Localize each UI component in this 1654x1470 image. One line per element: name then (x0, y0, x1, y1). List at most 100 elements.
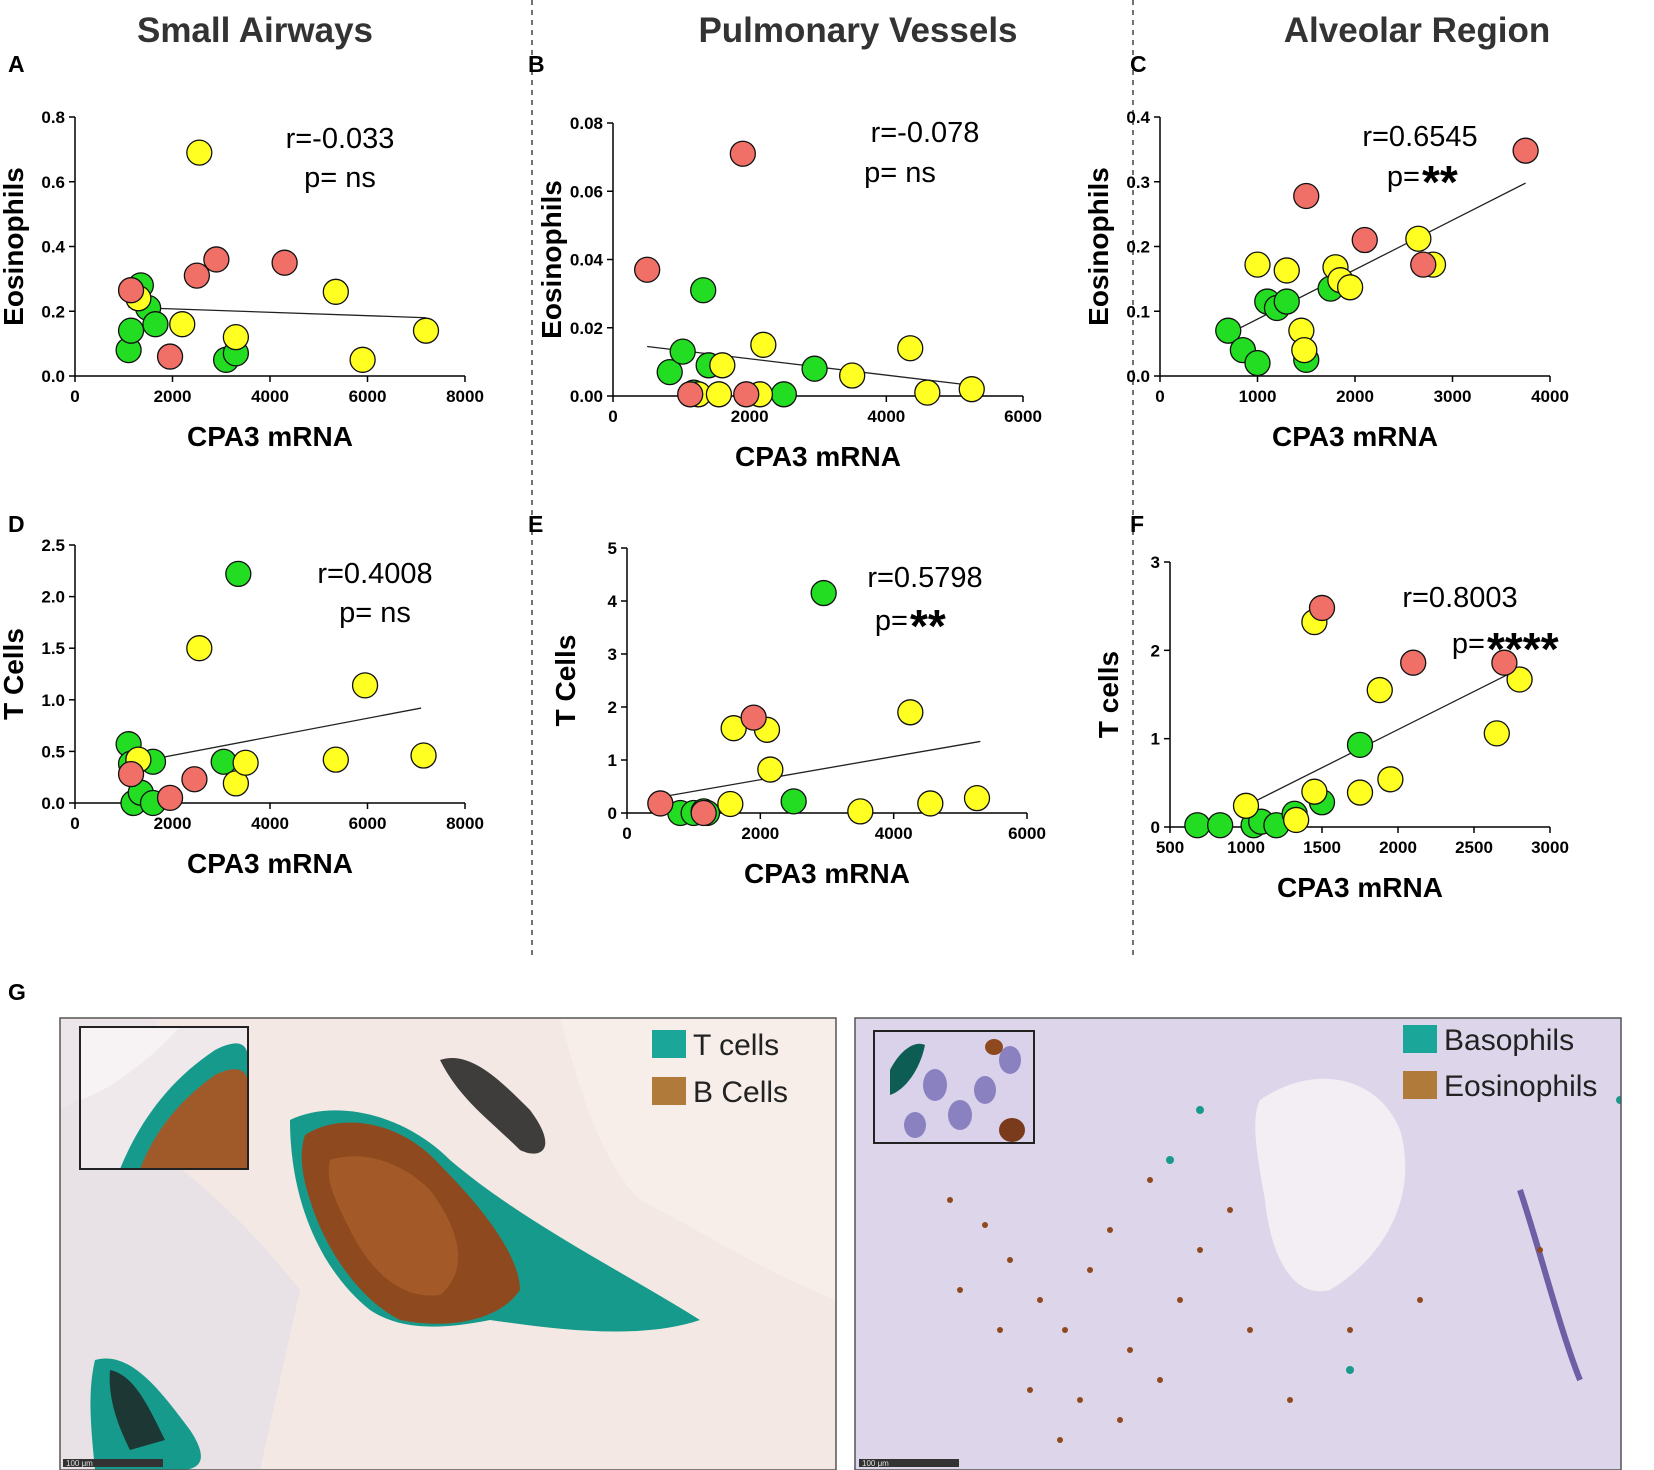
y-tick-label: 0.2 (1126, 238, 1150, 257)
eosinophil-cluster (947, 1177, 1543, 1443)
x-tick-label: 2000 (731, 407, 769, 426)
data-point-red (647, 790, 674, 817)
x-tick-label: 8000 (446, 387, 484, 406)
data-point-green (210, 748, 237, 775)
data-point-red (156, 784, 184, 811)
data-point-yellow (351, 672, 379, 699)
data-point-red (1491, 649, 1518, 676)
y-axis-title: T Cells (0, 628, 29, 720)
histology-inset-left (79, 1026, 249, 1170)
data-point-green (669, 338, 696, 365)
annotation-p: p= ns (339, 597, 411, 629)
y-tick-label: 0 (608, 804, 617, 823)
data-point-red (677, 381, 704, 408)
data-point-yellow (897, 699, 924, 726)
column-title-small-airways: Small Airways (137, 11, 373, 50)
data-point-yellow (847, 798, 874, 825)
data-point-red (271, 249, 298, 276)
data-point-yellow (232, 749, 259, 776)
data-point-yellow (1366, 676, 1393, 704)
y-tick-label: 0.4 (1126, 108, 1150, 127)
data-point-yellow (709, 352, 736, 379)
data-point-yellow (1273, 257, 1300, 284)
panel-letter-g: G (8, 979, 26, 1005)
y-tick-label: 0.06 (570, 182, 603, 201)
data-point-yellow (750, 331, 777, 358)
data-point-green (225, 560, 252, 588)
x-tick-label: 6000 (349, 387, 387, 406)
y-tick-label: 0.1 (1126, 302, 1150, 321)
data-point-red (183, 262, 211, 289)
annotation-p: p= ns (864, 157, 936, 189)
data-point-yellow (717, 790, 744, 818)
data-point-red (690, 799, 717, 827)
regression-line (1245, 671, 1513, 807)
data-point-yellow (1506, 666, 1533, 693)
x-tick-label: 4000 (1531, 387, 1569, 406)
panel-e: E 0 2000 4000 6000 0 1 2 3 4 5 CPA3 mRNA T Cells r=0.… (528, 511, 1046, 889)
x-tick-label: 8000 (446, 814, 484, 833)
y-tick-label: 0.3 (1126, 173, 1150, 192)
x-tick-label: 3000 (1434, 387, 1472, 406)
column-title-alveolar-region: Alveolar Region (1284, 11, 1550, 50)
x-tick-label: 4000 (867, 407, 905, 426)
panel-c: C 0 1000 2000 3000 4000 0.0 0.1 0.2 0.3 0.4 CPA3 mR… (1083, 51, 1569, 452)
data-point-yellow (1244, 251, 1271, 278)
y-axis-title: Eosinophils (0, 167, 29, 326)
data-point-yellow (1232, 792, 1260, 819)
panel-letter-c: C (1130, 51, 1147, 77)
data-point-red (1351, 226, 1378, 254)
x-tick-label: 2000 (1336, 387, 1374, 406)
data-point-red (634, 256, 661, 283)
data-point-green (1207, 812, 1234, 839)
legend-label-b-cells: B Cells (693, 1076, 788, 1109)
data-point-yellow (914, 379, 941, 406)
legend-swatch-basophils (1403, 1025, 1437, 1053)
data-point-yellow (222, 323, 250, 351)
x-tick-label: 6000 (349, 814, 387, 833)
y-tick-label: 0.5 (41, 742, 65, 761)
panel-d: D 0 2000 4000 6000 8000 0.0 0.5 1.0 1.5 2.0 2.5 CPA3… (0, 511, 484, 879)
data-point-yellow (839, 362, 866, 389)
panel-letter-b: B (528, 51, 545, 77)
legend-label-t-cells: T cells (693, 1029, 779, 1062)
data-point-yellow (757, 756, 784, 783)
x-tick-label: 0 (1155, 387, 1164, 406)
data-point-yellow (186, 635, 213, 662)
x-tick-label: 0 (608, 407, 617, 426)
panel-letter-f: F (1130, 511, 1144, 537)
y-tick-label: 2.0 (41, 588, 65, 607)
basophil-marks (1166, 1096, 1621, 1374)
panel-letter-d: D (8, 511, 25, 537)
annotation-r: r=0.5798 (867, 562, 982, 594)
data-point-green (1184, 812, 1211, 839)
data-point-green (770, 381, 797, 408)
panel-a: A 0 2000 4000 6000 8000 0.0 0.2 0.4 0.6 0.8 CPA3 mR… (0, 51, 484, 452)
data-point-yellow (1377, 766, 1404, 793)
data-point-red (1400, 649, 1427, 676)
y-tick-label: 0.6 (41, 173, 65, 192)
y-tick-label: 1 (1151, 730, 1160, 749)
data-point-green (117, 317, 145, 344)
data-point-yellow (963, 785, 991, 812)
data-point-yellow (322, 278, 349, 305)
x-tick-label: 2500 (1455, 838, 1493, 857)
y-tick-label: 0.0 (41, 794, 65, 813)
y-tick-label: 0.04 (570, 251, 604, 270)
legend-swatch-t-cells (652, 1030, 686, 1058)
legend-swatch-eosinophils (1403, 1071, 1437, 1099)
data-point-yellow (186, 139, 213, 166)
y-tick-label: 0.00 (570, 387, 603, 406)
data-point-yellow (1405, 225, 1432, 252)
legend-swatch-b-cells (652, 1077, 686, 1105)
scale-bar-left (63, 1459, 163, 1467)
x-tick-label: 2000 (154, 814, 192, 833)
annotation-r: r=-0.078 (871, 117, 980, 149)
legend-label-basophils: Basophils (1444, 1024, 1574, 1057)
y-tick-label: 4 (608, 592, 618, 611)
histology-inset-right (873, 1030, 1035, 1144)
y-tick-label: 0.0 (41, 367, 65, 386)
x-axis-title: CPA3 mRNA (735, 441, 901, 472)
x-tick-label: 0 (70, 387, 79, 406)
x-tick-label: 2000 (1379, 838, 1417, 857)
